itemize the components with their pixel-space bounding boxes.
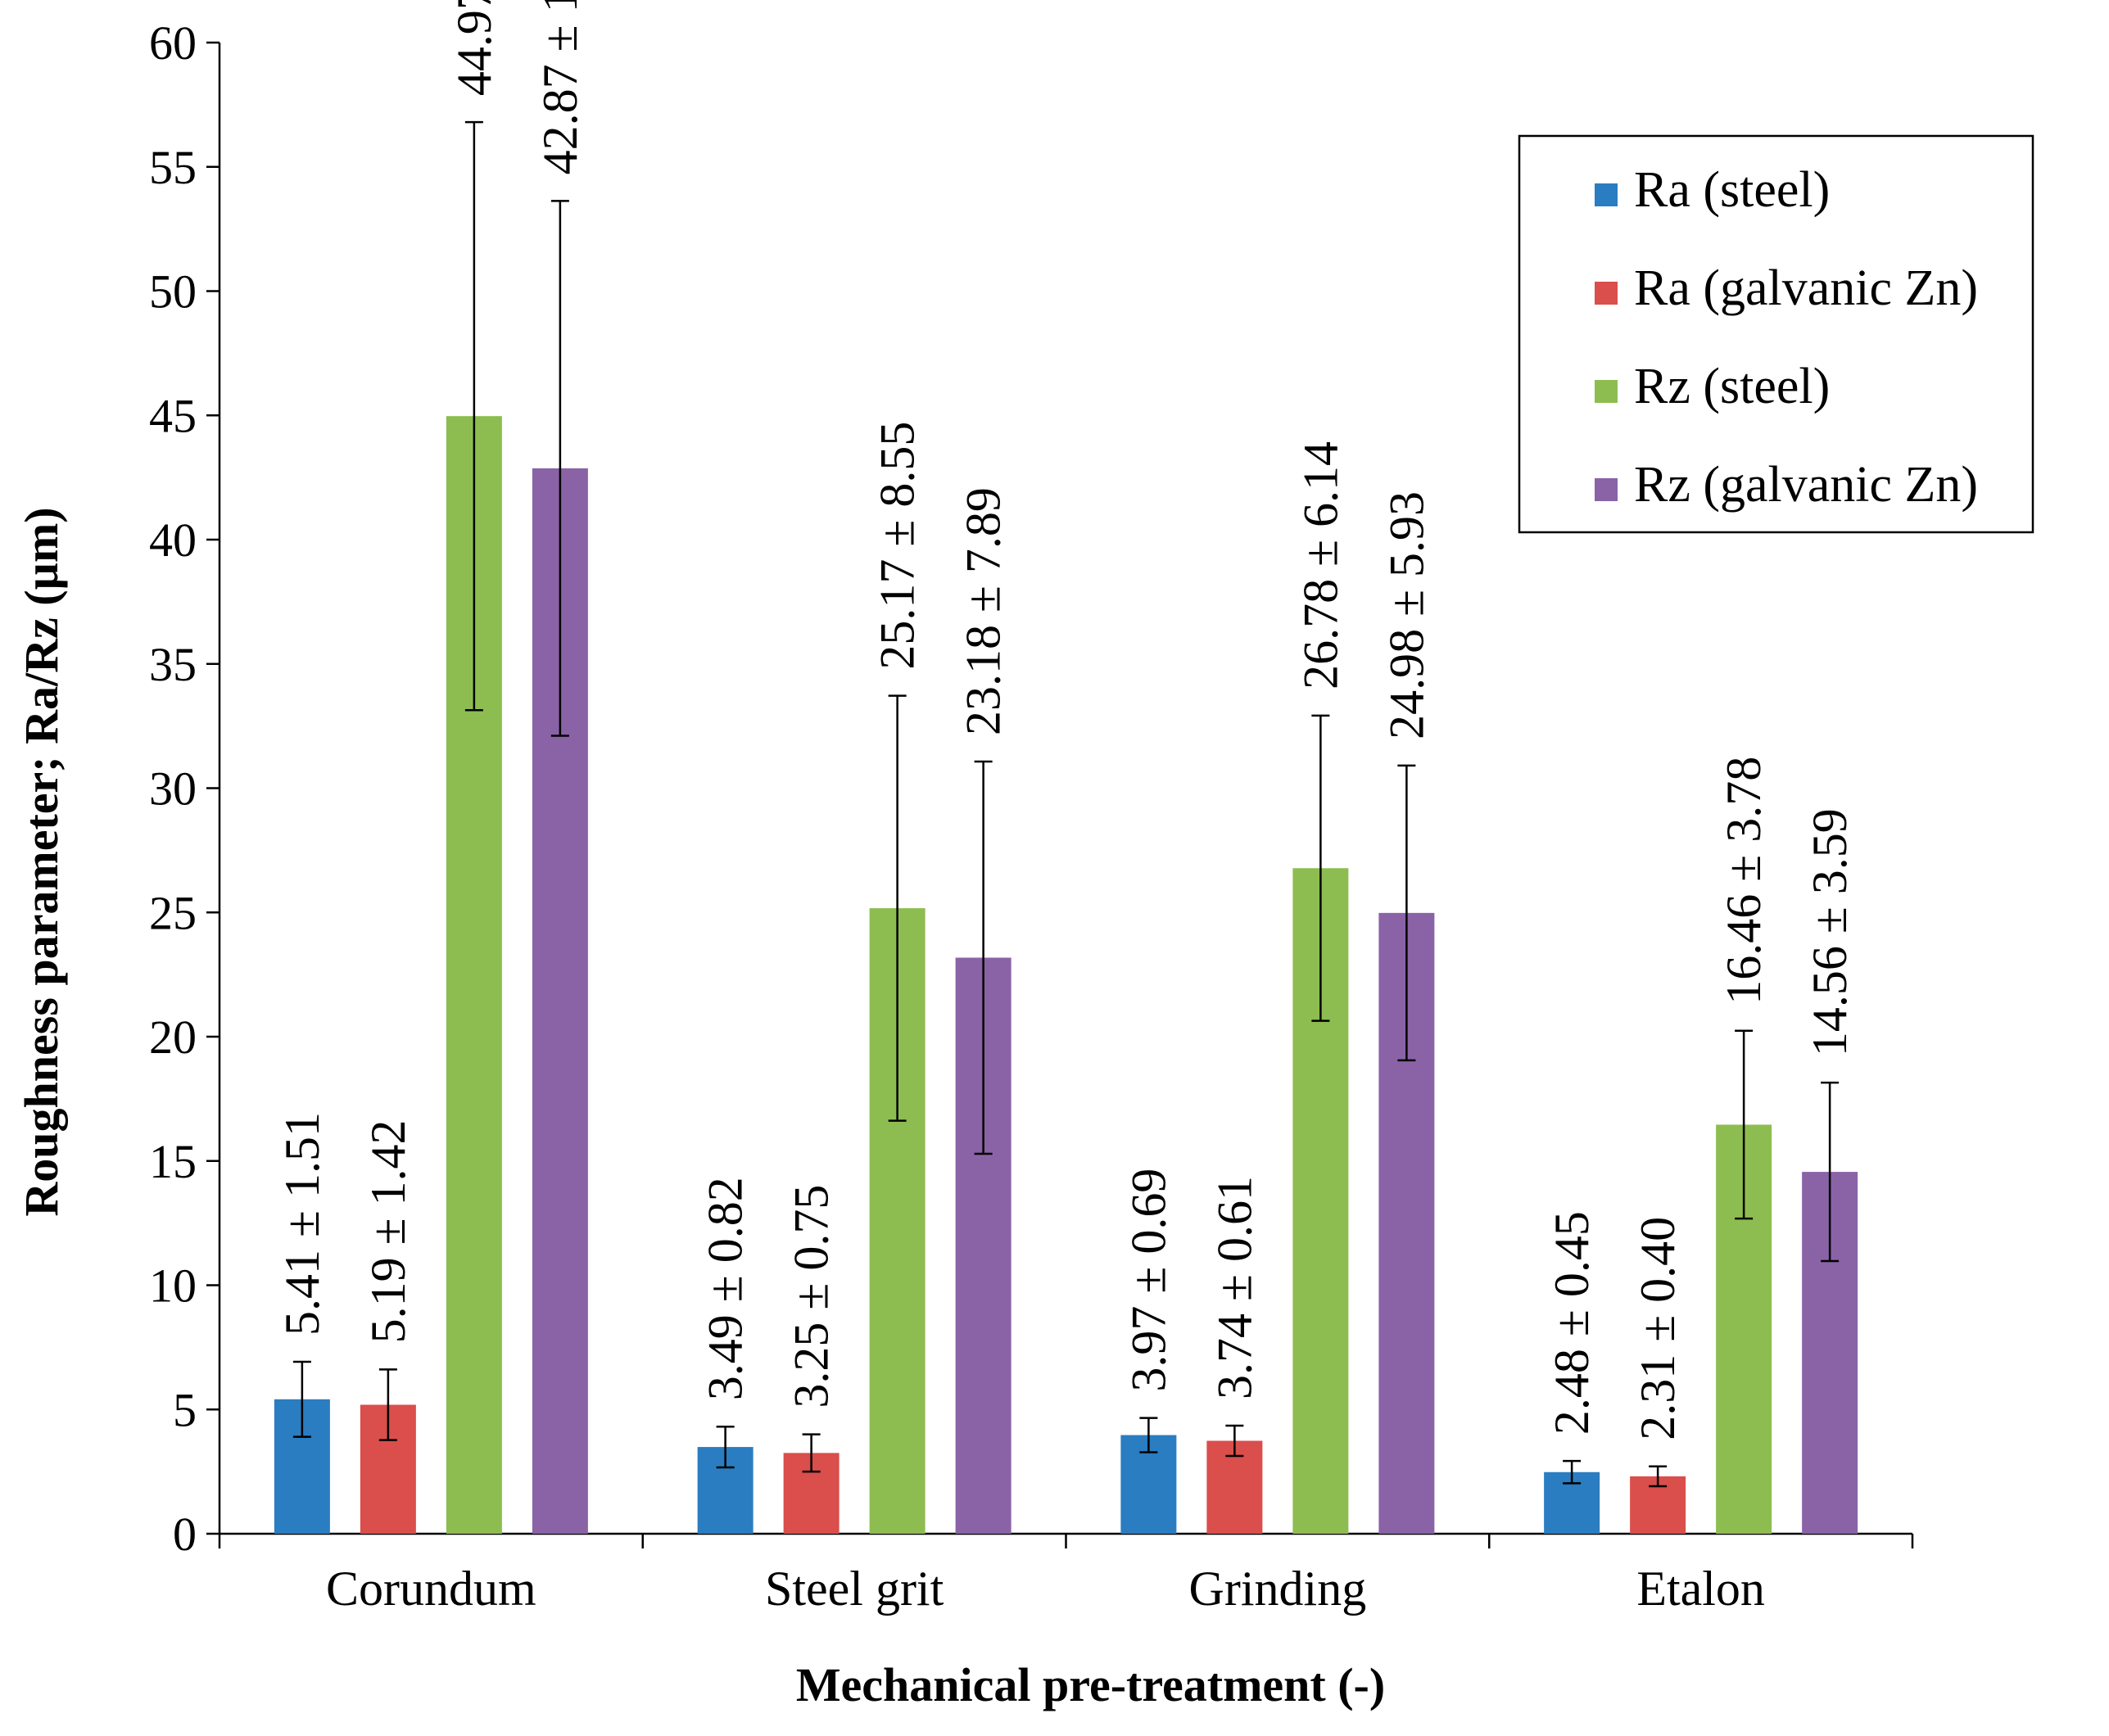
y-tick-label: 15	[149, 1135, 197, 1188]
data-label: 3.97 ± 0.69	[1121, 1169, 1175, 1392]
category-label: Grinding	[1189, 1562, 1367, 1616]
data-labels: 5.41 ± 1.51 5.19 ± 1.42 44.97 ± 11.83 42.87…	[275, 0, 1857, 1440]
y-tick-label: 5	[173, 1383, 197, 1436]
y-tick-label: 30	[149, 762, 197, 816]
y-tick-label: 60	[149, 16, 197, 70]
legend-label: Rz (galvanic Zn)	[1634, 457, 1978, 513]
y-tick-label: 35	[149, 638, 197, 691]
legend-swatch	[1595, 478, 1618, 501]
category-label: Steel grit	[765, 1562, 944, 1616]
y-tick-label: 55	[149, 141, 197, 194]
bars	[274, 416, 1858, 1534]
y-tick-label: 45	[149, 389, 197, 442]
data-label: 5.19 ± 1.42	[361, 1119, 415, 1343]
data-label: 23.18 ± 7.89	[957, 487, 1011, 735]
data-label: 3.49 ± 0.82	[699, 1177, 753, 1400]
legend-swatch	[1595, 183, 1618, 206]
data-label: 2.31 ± 0.40	[1631, 1217, 1685, 1440]
axes: 0 5 10 15 20 25 30 35 40 45 50 55 60	[149, 16, 1914, 1561]
y-tick-label: 25	[149, 886, 197, 939]
data-label: 5.41 ± 1.51	[275, 1112, 329, 1336]
data-label: 3.25 ± 0.75	[785, 1185, 839, 1408]
category-label: Corundum	[326, 1562, 536, 1616]
data-label: 3.74 ± 0.61	[1207, 1176, 1261, 1399]
legend: Ra (steel) Ra (galvanic Zn) Rz (steel) Rz (…	[1518, 134, 2034, 534]
error-bars	[292, 120, 1840, 1488]
data-label: 25.17 ± 8.55	[871, 422, 925, 670]
data-label: 16.46 ± 3.78	[1717, 757, 1771, 1005]
y-tick-label: 40	[149, 513, 197, 567]
y-tick-label: 10	[149, 1259, 197, 1313]
legend-label: Ra (galvanic Zn)	[1634, 260, 1978, 316]
category-label: Etalon	[1636, 1562, 1765, 1616]
x-axis-title: Mechanical pre-treatment (-)	[796, 1658, 1385, 1711]
y-tick-label: 20	[149, 1010, 197, 1064]
legend-label: Ra (steel)	[1634, 162, 1830, 218]
data-label: 14.56 ± 3.59	[1803, 808, 1857, 1056]
data-label: 44.97 ± 11.83	[447, 0, 501, 96]
y-tick-label: 0	[173, 1508, 197, 1561]
legend-swatch	[1595, 380, 1618, 403]
data-label: 2.48 ± 0.45	[1545, 1211, 1599, 1435]
data-label: 24.98 ± 5.93	[1379, 491, 1433, 739]
y-tick-label: 50	[149, 265, 197, 319]
category-labels: Corundum Steel grit Grinding Etalon	[326, 1562, 1765, 1616]
legend-label: Rz (steel)	[1634, 359, 1830, 414]
y-axis-title: Roughness parameter; Ra/Rz (µm)	[15, 507, 68, 1216]
data-label: 26.78 ± 6.14	[1293, 441, 1347, 689]
legend-swatch	[1595, 282, 1618, 305]
data-label: 42.87 ± 10.76	[533, 0, 587, 174]
